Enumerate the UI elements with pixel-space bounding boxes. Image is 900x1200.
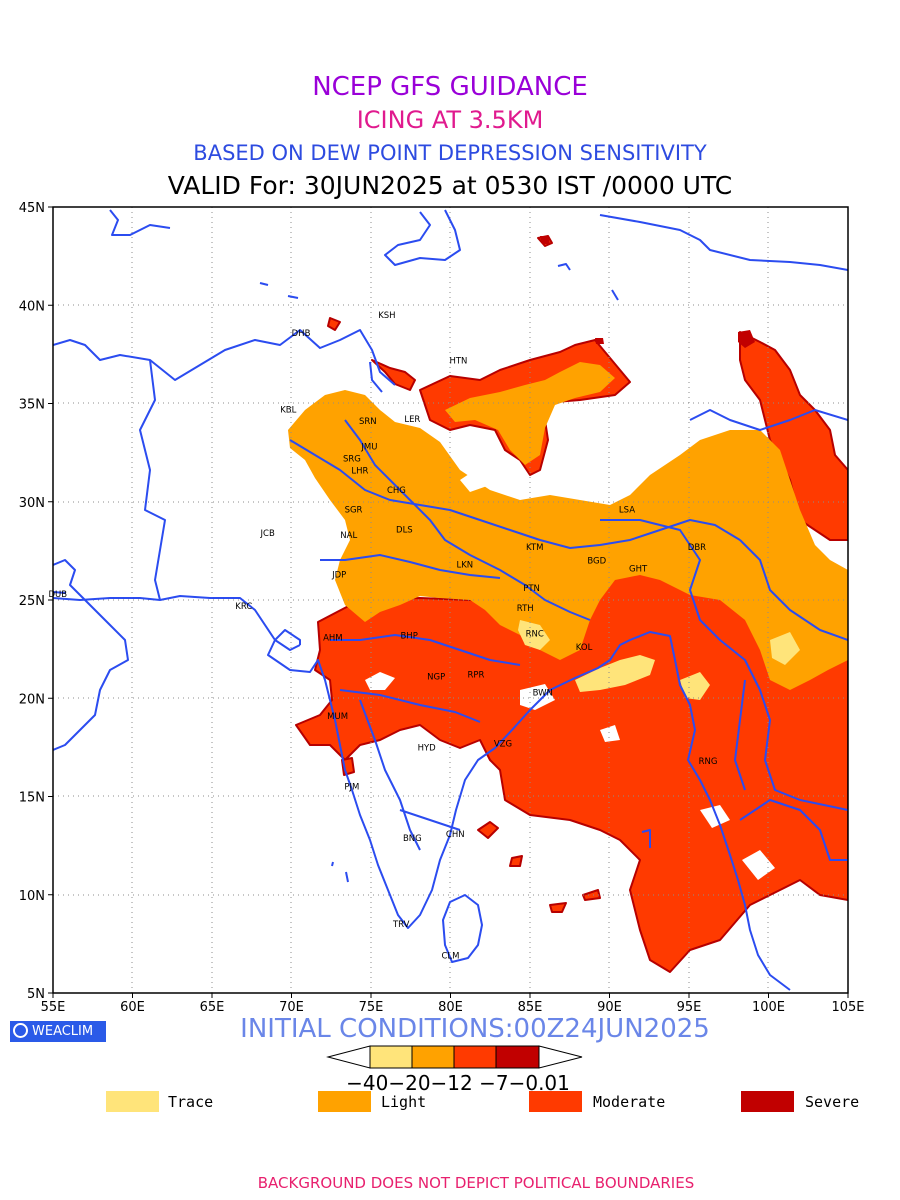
station-label-rng: RNG bbox=[699, 757, 718, 767]
legend-light-swatch bbox=[318, 1091, 371, 1112]
legend-trace-swatch bbox=[106, 1091, 159, 1112]
station-label-bng: BNG bbox=[403, 834, 422, 844]
disclaimer-footer: BACKGROUND DOES NOT DEPICT POLITICAL BOU… bbox=[257, 1174, 695, 1192]
lat-tick-label: 35N bbox=[19, 398, 45, 413]
station-label-ktm: KTM bbox=[526, 543, 543, 553]
logo-ring-icon bbox=[13, 1023, 28, 1038]
station-label-nal: NAL bbox=[340, 531, 357, 541]
station-label-chn: CHN bbox=[446, 830, 465, 840]
station-label-dls: DLS bbox=[396, 525, 413, 535]
colorbar-right-arrow bbox=[538, 1045, 583, 1069]
title-line-2: ICING AT 3.5KM bbox=[356, 106, 544, 134]
lat-tick-label: 5N bbox=[27, 987, 45, 1002]
station-label-htn: HTN bbox=[449, 356, 467, 366]
station-label-vzg: VZG bbox=[494, 739, 512, 749]
station-label-lkn: LKN bbox=[456, 561, 473, 571]
lon-tick-label: 95E bbox=[677, 1000, 702, 1015]
lon-tick-label: 90E bbox=[597, 1000, 622, 1015]
icing-light-area bbox=[288, 362, 848, 690]
legend-severe-swatch bbox=[741, 1091, 794, 1112]
station-label-jdp: JDP bbox=[331, 570, 346, 580]
lon-tick-label: 75E bbox=[359, 1000, 384, 1015]
legend-light-label: Light bbox=[381, 1093, 427, 1111]
station-label-rth: RTH bbox=[517, 604, 534, 614]
station-label-rnc: RNC bbox=[526, 629, 544, 639]
colorbar-severe-box bbox=[495, 1045, 540, 1069]
station-label-clm: CLM bbox=[441, 952, 459, 962]
icing-severe-area bbox=[540, 236, 755, 348]
station-label-bwn: BWN bbox=[533, 688, 553, 698]
station-label-ksh: KSH bbox=[378, 311, 395, 321]
station-label-jmu: JMU bbox=[360, 443, 377, 453]
lon-tick-label: 80E bbox=[438, 1000, 463, 1015]
lon-tick-label: 85E bbox=[518, 1000, 543, 1015]
weaclim-logo: WEACLIM bbox=[10, 1021, 106, 1042]
station-label-bhp: BHP bbox=[400, 631, 417, 641]
valid-time-title: VALID For: 30JUN2025 at 0530 IST /0000 U… bbox=[167, 171, 733, 200]
lon-tick-label: 65E bbox=[200, 1000, 225, 1015]
legend-moderate-swatch bbox=[529, 1091, 582, 1112]
title-line-3: BASED ON DEW POINT DEPRESSION SENSITIVIT… bbox=[193, 141, 707, 165]
colorbar-left-arrow bbox=[326, 1045, 371, 1069]
colorbar-moderate-box bbox=[453, 1045, 497, 1069]
lon-tick-label: 60E bbox=[120, 1000, 145, 1015]
station-label-ler: LER bbox=[404, 415, 420, 425]
logo-text: WEACLIM bbox=[32, 1024, 94, 1039]
icing-trace-area bbox=[518, 620, 800, 700]
lon-tick-label: 100E bbox=[752, 1000, 785, 1015]
colorbar-trace-box bbox=[369, 1045, 413, 1069]
station-label-trv: TRV bbox=[392, 920, 410, 930]
legend-trace-label: Trace bbox=[168, 1093, 214, 1111]
lat-tick-label: 40N bbox=[19, 299, 45, 314]
station-label-mum: MUM bbox=[327, 712, 348, 722]
station-label-dbr: DBR bbox=[688, 543, 706, 553]
station-label-krc: KRC bbox=[235, 602, 252, 612]
title-line-1: NCEP GFS GUIDANCE bbox=[312, 72, 588, 102]
station-label-ght: GHT bbox=[629, 565, 648, 575]
icing-clear-gaps bbox=[365, 455, 775, 880]
station-label-bgd: BGD bbox=[587, 557, 606, 567]
station-label-hyd: HYD bbox=[418, 743, 437, 753]
station-label-lsa: LSA bbox=[619, 506, 635, 516]
station-label-pjm: PJM bbox=[344, 783, 359, 793]
lat-tick-label: 25N bbox=[19, 594, 45, 609]
station-label-srg: SRG bbox=[343, 455, 361, 465]
initial-conditions: INITIAL CONDITIONS:00Z24JUN2025 bbox=[240, 1014, 710, 1044]
legend-moderate-label: Moderate bbox=[593, 1093, 666, 1111]
lat-lon-grid bbox=[53, 207, 848, 993]
station-label-kbl: KBL bbox=[280, 405, 296, 415]
station-label-dub: DUB bbox=[48, 590, 67, 600]
lat-tick-label: 15N bbox=[19, 791, 45, 806]
station-label-ptn: PTN bbox=[523, 584, 540, 594]
lat-tick-label: 45N bbox=[19, 201, 45, 216]
station-label-srn: SRN bbox=[359, 417, 377, 427]
station-label-sgr: SGR bbox=[345, 506, 363, 516]
station-label-chg: CHG bbox=[387, 486, 406, 496]
station-label-jcb: JCB bbox=[260, 529, 275, 539]
station-label-kol: KOL bbox=[576, 643, 593, 653]
axis-tick-labels: 55E 60E 65E 70E 75E 80E 85E 90E 95E 100E 105E 5N 10N… bbox=[19, 201, 865, 1015]
station-label-ngp: NGP bbox=[427, 673, 445, 683]
station-label-lhr: LHR bbox=[351, 466, 368, 476]
lat-tick-label: 20N bbox=[19, 692, 45, 707]
coastlines bbox=[53, 209, 848, 991]
lat-tick-label: 30N bbox=[19, 496, 45, 511]
lon-tick-label: 70E bbox=[279, 1000, 304, 1015]
legend-severe-label: Severe bbox=[805, 1093, 860, 1111]
station-label-dhb: DHB bbox=[292, 329, 311, 339]
station-label-rpr: RPR bbox=[467, 671, 484, 681]
lon-tick-label: 55E bbox=[41, 1000, 66, 1015]
colorbar: −40−20−12 −7−0.01 bbox=[326, 1045, 583, 1095]
icing-fields bbox=[288, 235, 848, 973]
colorbar-light-box bbox=[411, 1045, 455, 1069]
station-label-ahm: AHM bbox=[323, 633, 343, 643]
lon-tick-label: 105E bbox=[831, 1000, 864, 1015]
axis-ticks bbox=[48, 206, 849, 998]
lat-tick-label: 10N bbox=[19, 889, 45, 904]
